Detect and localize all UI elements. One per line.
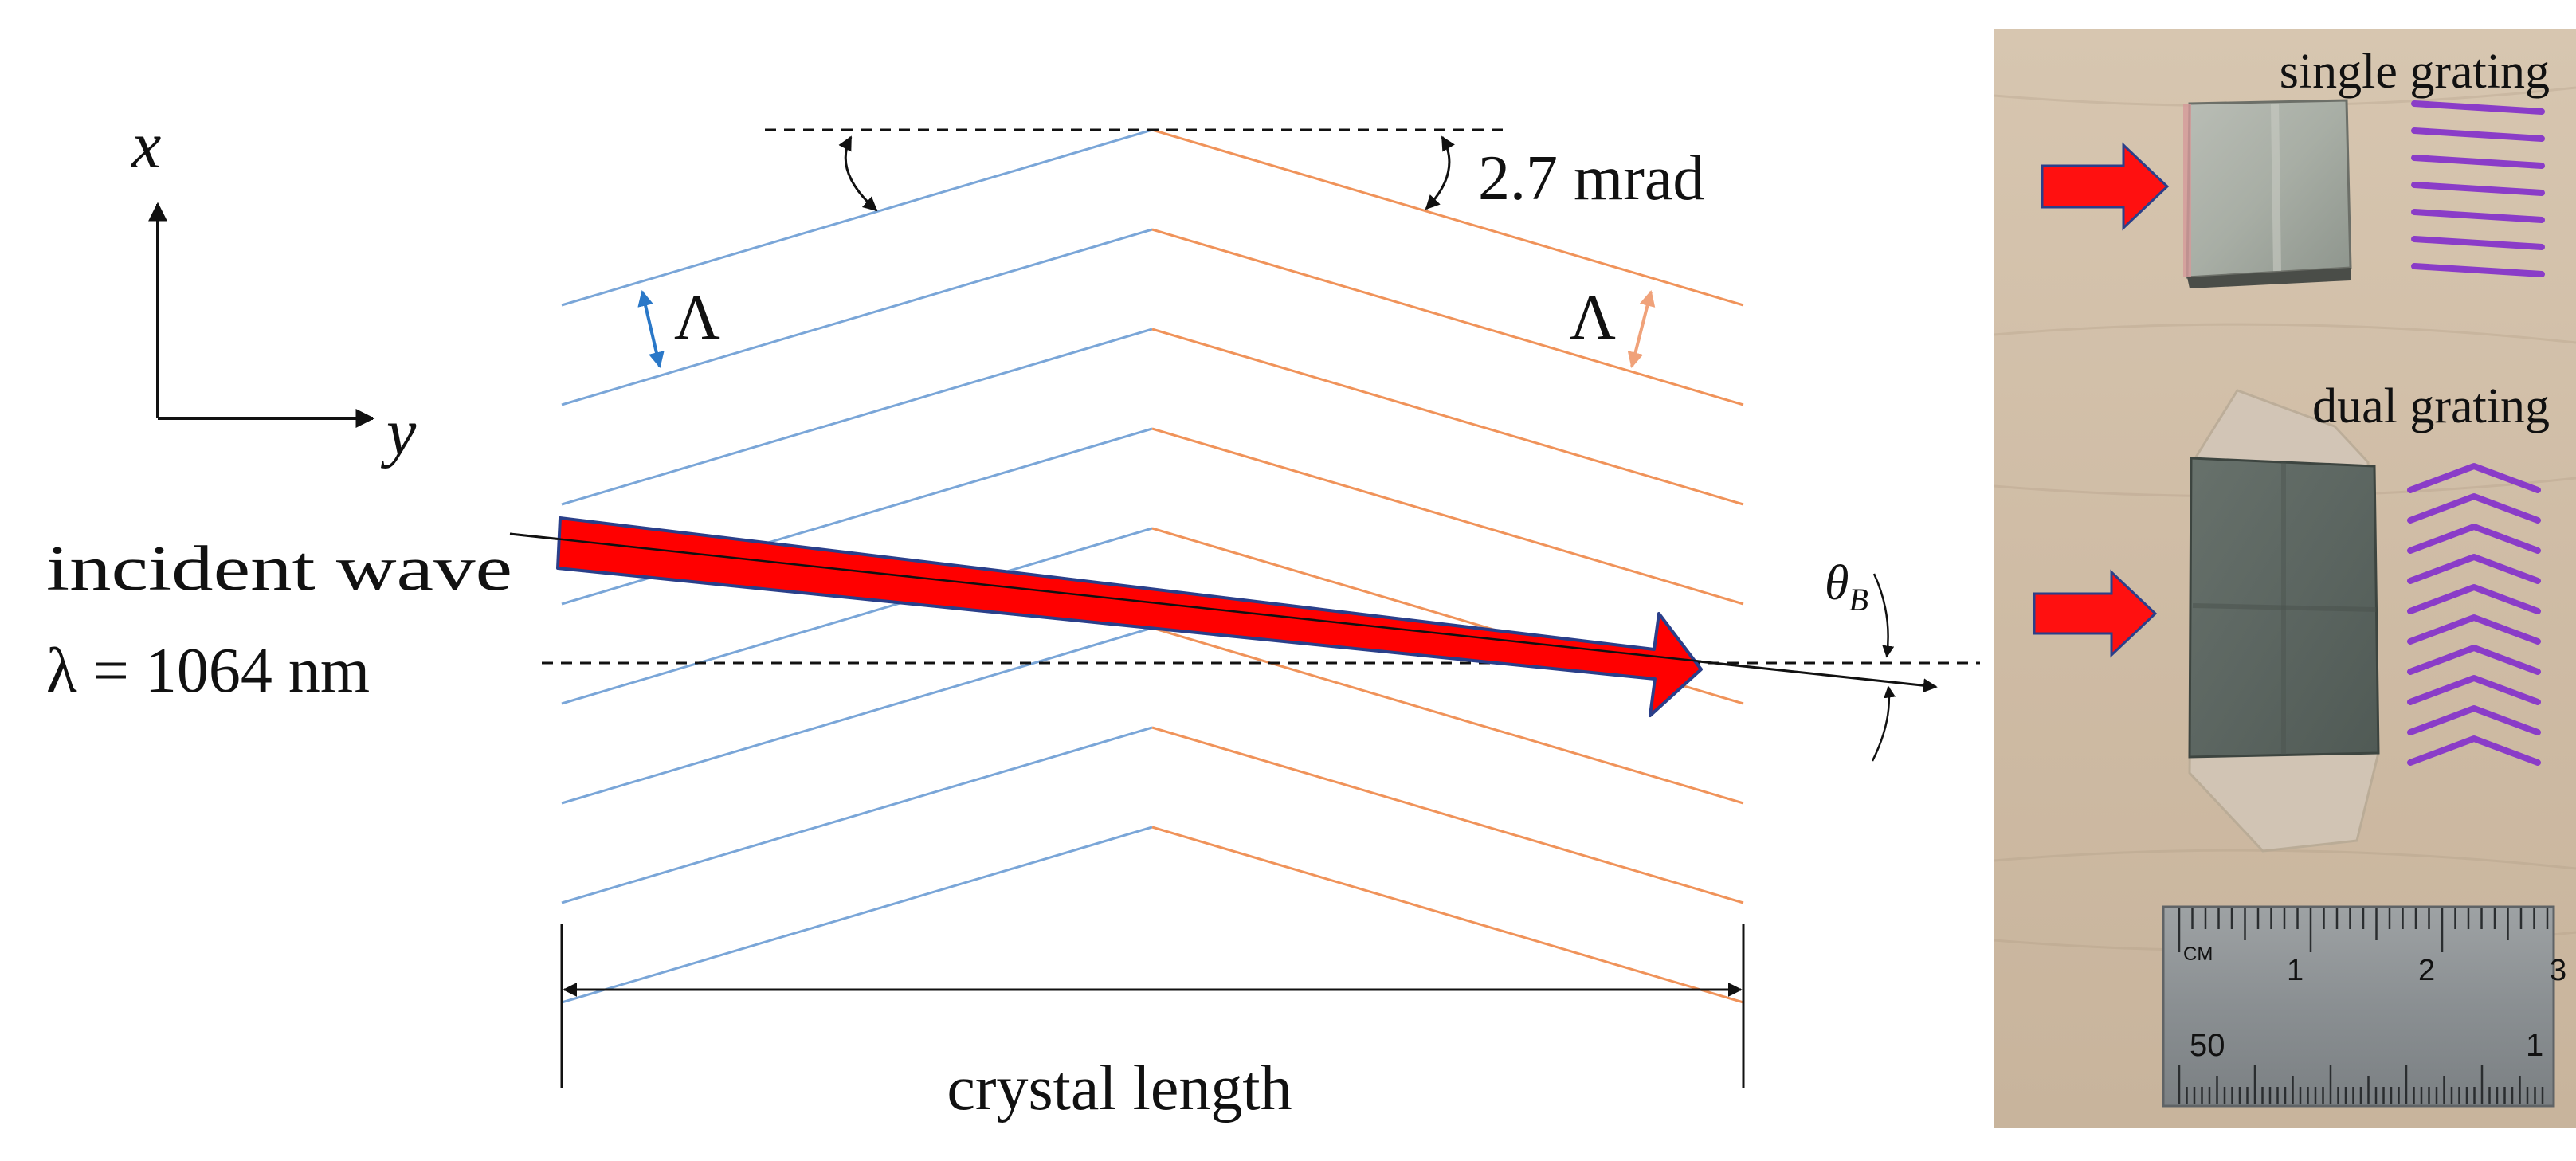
grating-line-right xyxy=(1151,626,1744,805)
grating-line-left xyxy=(561,128,1153,307)
grating-line-left xyxy=(561,826,1153,1004)
chevron-line xyxy=(2407,554,2541,584)
period-label-right: Λ xyxy=(1570,283,1616,353)
right-grating-lines xyxy=(1151,128,1744,1004)
ruler-top-number: 3 xyxy=(2550,954,2566,987)
parallel-line xyxy=(2411,236,2545,250)
ruler-unit-label: CM xyxy=(2183,943,2213,965)
parallel-line xyxy=(2411,127,2545,142)
sample-photo: single grating dual grating CM 1 2 3 50 1 xyxy=(1994,29,2576,1128)
chevron-line xyxy=(2407,735,2541,766)
grating-line-left xyxy=(561,328,1153,506)
angle-label: 2.7 mrad xyxy=(1478,143,1704,214)
grating-line-right xyxy=(1151,726,1744,904)
crystal-length-label: crystal length xyxy=(947,1053,1292,1124)
single-grating-arrow-icon xyxy=(2041,142,2170,231)
x-axis-label: x xyxy=(130,108,161,182)
ruler-top-number: 2 xyxy=(2418,954,2435,987)
chevron-line xyxy=(2407,675,2541,705)
dual-grating-arrow-icon xyxy=(2033,569,2158,658)
bragg-angle-label: θB xyxy=(1825,556,1868,618)
chevron-line xyxy=(2407,524,2541,554)
chevron-lines-icon xyxy=(2407,463,2541,766)
ruler: CM 1 2 3 50 1 xyxy=(2162,905,2566,1108)
grating-line-left xyxy=(561,626,1153,805)
grating-line-right xyxy=(1151,826,1744,1004)
parallel-line xyxy=(2411,155,2545,169)
bragg-angle-arc-upper xyxy=(1872,573,1895,658)
grating-line-right xyxy=(1151,128,1744,307)
single-grating-label: single grating xyxy=(2280,45,2550,99)
parallel-line xyxy=(2411,182,2545,196)
single-grating-crystal xyxy=(2183,99,2352,288)
chevron-line xyxy=(2407,463,2541,493)
parallel-line xyxy=(2411,209,2545,223)
incident-ray-overlay xyxy=(509,532,1702,663)
parallel-lines-icon xyxy=(2411,100,2545,277)
angle-arc-left xyxy=(838,135,878,212)
incident-wave-label: incident wave xyxy=(46,534,512,604)
period-arrow-left xyxy=(637,290,665,368)
chevron-line xyxy=(2407,614,2541,645)
chevron-line xyxy=(2407,493,2541,524)
period-arrow-right xyxy=(1627,290,1656,368)
chevron-line xyxy=(2407,584,2541,614)
grating-line-left xyxy=(561,228,1153,406)
dual-grating-label: dual grating xyxy=(2312,379,2550,433)
y-axis-label: y xyxy=(380,395,417,469)
period-label-left: Λ xyxy=(674,283,720,353)
bragg-angle-arc-lower xyxy=(1871,685,1896,762)
chevron-line xyxy=(2407,645,2541,675)
ruler-bottom-number: 50 xyxy=(2190,1028,2225,1063)
wavelength-label: λ = 1064 nm xyxy=(46,636,370,706)
ruler-top-number: 1 xyxy=(2287,954,2304,987)
parallel-line xyxy=(2411,100,2545,115)
dual-grating-crystal xyxy=(2188,389,2380,853)
incident-beam-arrow xyxy=(556,516,1703,717)
ruler-bottom-number: 1 xyxy=(2526,1028,2543,1063)
grating-line-left xyxy=(561,527,1153,705)
grating-line-right xyxy=(1151,427,1744,606)
parallel-line xyxy=(2411,263,2545,277)
angle-arc-right xyxy=(1425,135,1455,210)
grating-line-left xyxy=(561,726,1153,904)
grating-line-right xyxy=(1151,228,1744,406)
chevron-line xyxy=(2407,705,2541,735)
grating-line-right xyxy=(1151,328,1744,506)
